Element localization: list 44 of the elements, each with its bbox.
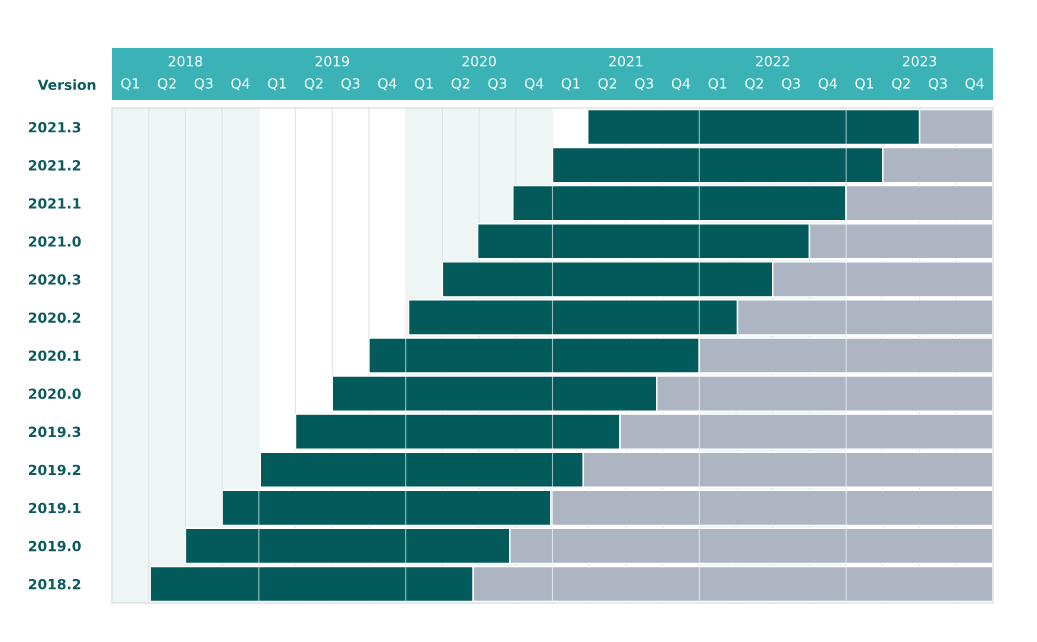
text: Q4 (965, 78, 984, 91)
x-tick-label: 2020 (462, 55, 496, 67)
text: Q3 (341, 78, 360, 91)
text: Q3 (635, 78, 654, 91)
text: Q3 (488, 78, 507, 91)
text: Q1 (561, 78, 580, 91)
y-tick-label: 2021.2 (28, 160, 81, 171)
text: Q2 (304, 78, 323, 91)
text: Q1 (268, 78, 286, 91)
y-tick-label: 2021.0 (28, 236, 81, 247)
text: Q1 (708, 78, 727, 91)
text: Q4 (818, 78, 837, 91)
x-tick-label: 2022 (756, 55, 790, 67)
text: Q3 (928, 78, 947, 91)
y-tick-label: 2020.0 (28, 388, 81, 400)
x-tick-label: 2019 (315, 55, 349, 67)
y-tick-label: 2021.1 (28, 198, 81, 209)
text: Q2 (451, 78, 470, 91)
y-tick-label: 2020.2 (28, 312, 81, 323)
text: Q1 (121, 78, 139, 91)
y-tick-label: 2019.2 (28, 464, 81, 476)
text: Q4 (671, 78, 691, 91)
text: Q4 (378, 78, 397, 91)
text: Q4 (525, 78, 544, 91)
y-tick-label: 2019.0 (28, 540, 81, 552)
text: Q3 (782, 78, 800, 91)
y-tick-label: 2019.3 (28, 426, 81, 438)
text: Q1 (855, 78, 874, 91)
text: Q3 (194, 78, 213, 91)
text: Q2 (745, 78, 763, 91)
y-tick-label: 2019.1 (28, 502, 81, 514)
x-tick-label: 2023 (902, 55, 937, 67)
y-tick-label: 2020.3 (28, 274, 81, 285)
y-tick-label: 2020.1 (28, 350, 81, 361)
text: Q2 (157, 78, 176, 91)
text: Q2 (892, 78, 910, 91)
x-tick-label: 2021 (609, 55, 643, 67)
text: Q1 (414, 78, 433, 91)
y-tick-label: 2018.2 (28, 578, 81, 590)
text: Q4 (231, 78, 250, 91)
x-tick-label: 2018 (168, 55, 203, 67)
text: Q2 (598, 78, 617, 91)
y-tick-label: 2021.3 (28, 122, 81, 133)
y-axis-title: Version (37, 79, 96, 91)
